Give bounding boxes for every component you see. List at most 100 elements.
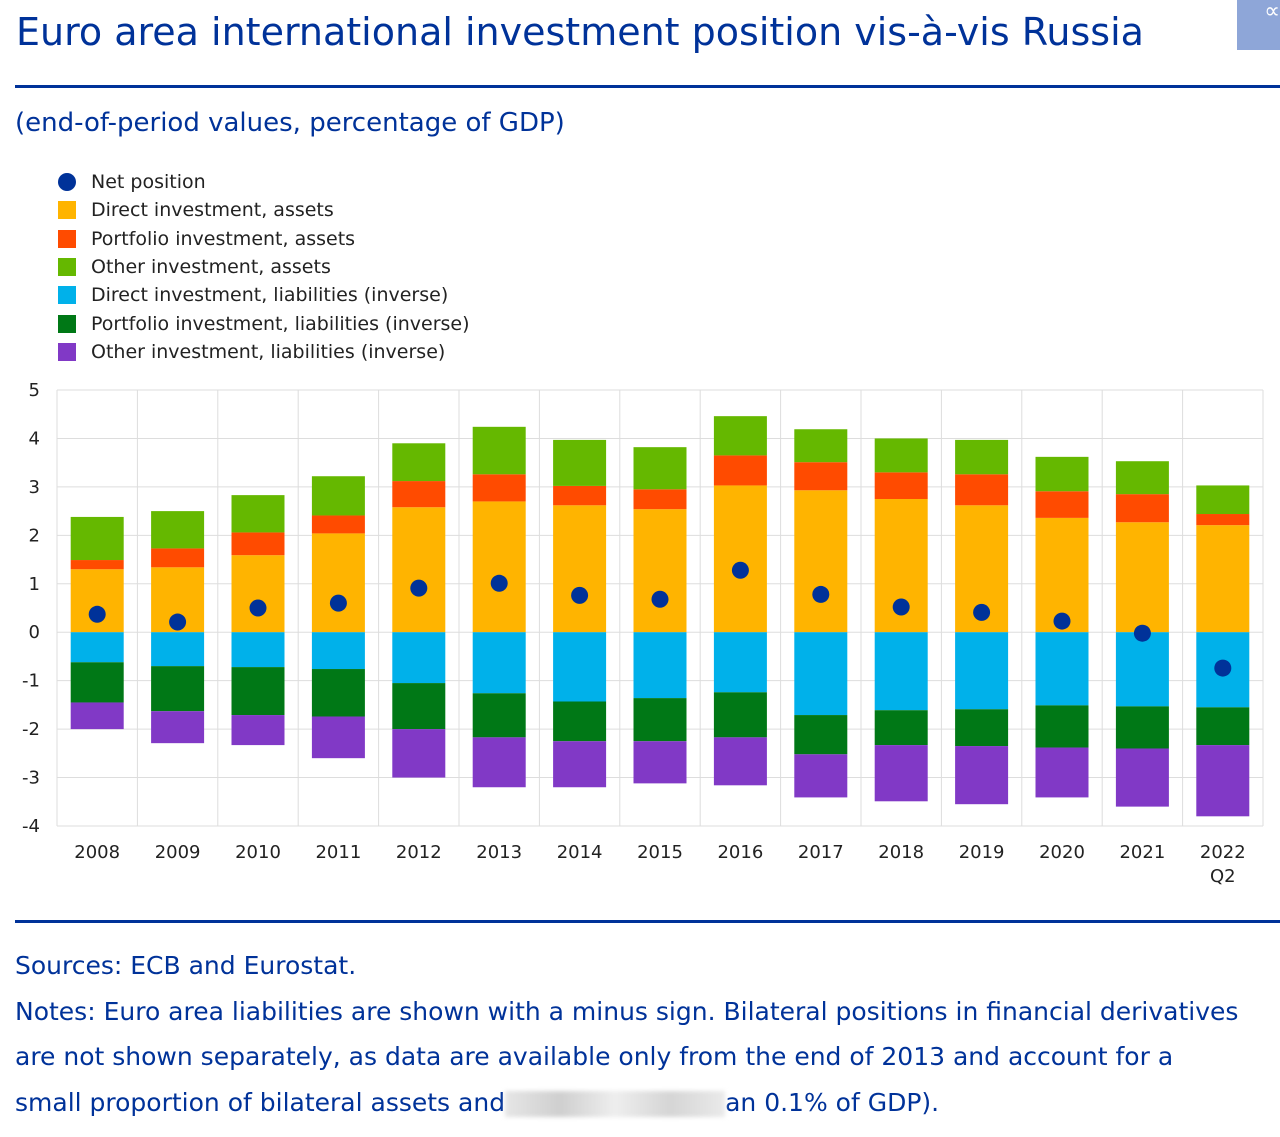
y-tick-label: 3 <box>29 477 40 498</box>
legend-marker <box>58 229 76 248</box>
legend-label: Direct investment, liabilities (inverse) <box>91 284 449 307</box>
legend-label: Portfolio investment, assets <box>91 227 356 250</box>
bar-segment <box>633 489 687 510</box>
bar-segment <box>311 476 365 516</box>
bar-segment <box>633 698 687 742</box>
x-tick-label: 2011 <box>315 842 361 863</box>
bar-segment <box>1115 706 1169 749</box>
bar-segment <box>311 533 365 633</box>
bar-segment <box>553 701 607 742</box>
bar-segment <box>472 426 526 475</box>
bar-segment <box>874 710 928 746</box>
net-position-point <box>973 603 991 621</box>
bar-segment <box>955 439 1009 475</box>
bar-segment <box>392 729 446 778</box>
bar-segment <box>1115 632 1169 707</box>
bar-segment <box>1115 494 1169 523</box>
bar-segment <box>713 692 767 738</box>
bar-segment <box>713 416 767 456</box>
y-tick-label: -3 <box>22 768 40 789</box>
net-position-point <box>329 594 347 612</box>
bar-segment <box>472 501 526 633</box>
chart-legend: Net position Direct investment, assets Por… <box>58 168 470 366</box>
bar-segment <box>70 560 124 570</box>
bar-segment <box>633 509 687 633</box>
y-tick-label: -1 <box>22 671 40 692</box>
x-tick-label: 2018 <box>878 842 924 863</box>
bar-segment <box>311 669 365 717</box>
bar-segment <box>231 667 285 716</box>
page-title: Euro area international investment posit… <box>16 10 1144 54</box>
legend-marker <box>58 258 76 277</box>
bar-segment <box>231 715 285 746</box>
x-tick-label: 2014 <box>557 842 603 863</box>
legend-label: Direct investment, assets <box>91 199 334 222</box>
bar-segment <box>151 511 205 549</box>
bar-segment <box>311 716 365 759</box>
bar-segment <box>955 746 1009 805</box>
bar-segment <box>1115 461 1169 495</box>
legend-marker <box>58 342 76 361</box>
watermark-blur <box>505 1090 726 1117</box>
bar-segment <box>311 515 365 534</box>
net-position-point <box>1053 612 1071 630</box>
x-tick-label: 2010 <box>235 842 281 863</box>
net-position-point <box>1133 624 1151 642</box>
footer-divider <box>15 920 1280 923</box>
bar-segment <box>231 532 285 556</box>
bar-segment <box>151 548 205 568</box>
y-tick-label: 5 <box>29 380 40 401</box>
legend-label: Other investment, assets <box>91 256 331 279</box>
legend-item: Direct investment, assets <box>58 196 470 224</box>
net-position-point <box>169 613 187 631</box>
legend-label: Other investment, liabilities (inverse) <box>91 340 446 363</box>
x-tick-label: 2021 <box>1119 842 1165 863</box>
net-position-point <box>571 586 589 604</box>
y-tick-label: 1 <box>29 574 40 595</box>
bar-segment <box>472 474 526 502</box>
bar-segment <box>231 495 285 533</box>
legend-marker <box>58 286 76 305</box>
net-position-point <box>812 585 830 603</box>
x-tick-label: Q2 <box>1210 866 1236 887</box>
y-tick-label: -2 <box>22 719 40 740</box>
net-position-point <box>651 590 669 608</box>
bar-segment <box>70 516 124 561</box>
bar-segment <box>794 429 848 463</box>
net-position-point <box>490 574 508 592</box>
net-position-point <box>892 598 910 616</box>
legend-item: Portfolio investment, assets <box>58 225 470 253</box>
share-icon: ∝ <box>1264 0 1280 24</box>
bar-segment <box>874 472 928 499</box>
x-tick-label: 2013 <box>476 842 522 863</box>
legend-marker <box>58 314 76 333</box>
bar-segment <box>1035 747 1089 798</box>
x-tick-label: 2017 <box>798 842 844 863</box>
legend-label: Portfolio investment, liabilities (inver… <box>91 312 470 335</box>
legend-item: Direct investment, liabilities (inverse) <box>58 281 470 309</box>
chart: 5 4 3 2 1 0 -1 -2 -3 -4 2008 2009 2010 2011 2012 2013 20… <box>22 380 1264 887</box>
bar-segment <box>713 455 767 486</box>
bar-segment <box>151 666 205 712</box>
y-tick-label: 4 <box>29 428 40 449</box>
share-button[interactable]: ∝ <box>1237 0 1280 50</box>
y-tick-label: 0 <box>29 622 40 643</box>
bar-segment <box>794 462 848 491</box>
notes-line: are not shown separately, as data are av… <box>15 1042 1174 1071</box>
bar-segment <box>1035 632 1089 706</box>
bar-segment <box>231 632 285 668</box>
net-position-point <box>731 561 749 579</box>
x-tick-label: 2008 <box>74 842 120 863</box>
bar-segment <box>472 693 526 738</box>
x-tick-label: 2012 <box>396 842 442 863</box>
bar-segment <box>392 443 446 482</box>
legend-item: Portfolio investment, liabilities (inver… <box>58 309 470 337</box>
bar-segment <box>553 485 607 506</box>
bar-segment <box>392 481 446 508</box>
bar-segment <box>794 715 848 755</box>
bar-segment <box>151 711 205 744</box>
x-tick-label: 2019 <box>959 842 1005 863</box>
title-divider <box>15 85 1280 88</box>
bar-segment <box>633 632 687 699</box>
bar-segment <box>1196 745 1250 817</box>
